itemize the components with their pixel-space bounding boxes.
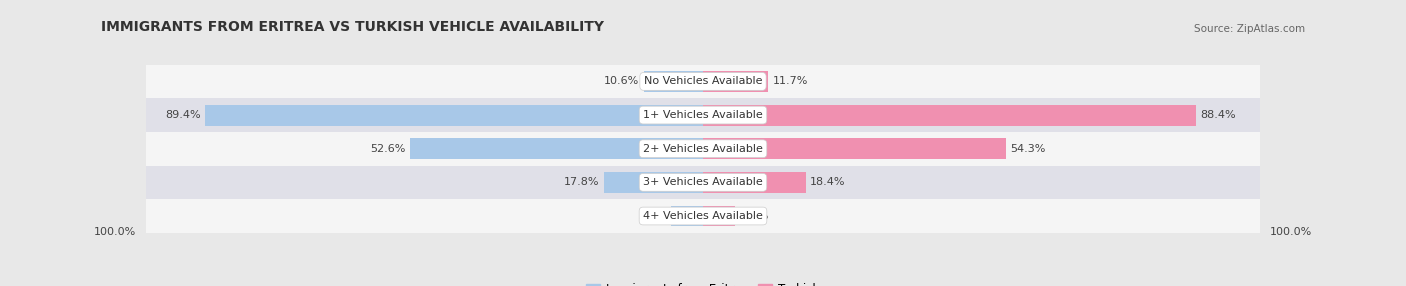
- Text: 11.7%: 11.7%: [773, 76, 808, 86]
- Text: No Vehicles Available: No Vehicles Available: [644, 76, 762, 86]
- Bar: [703, 105, 1195, 126]
- Text: 3+ Vehicles Available: 3+ Vehicles Available: [643, 177, 763, 187]
- Text: 89.4%: 89.4%: [165, 110, 201, 120]
- Bar: [703, 138, 1005, 159]
- Text: 10.6%: 10.6%: [605, 76, 640, 86]
- Bar: [146, 132, 1260, 166]
- Text: 88.4%: 88.4%: [1199, 110, 1236, 120]
- Bar: [205, 105, 703, 126]
- Bar: [703, 71, 768, 92]
- Bar: [146, 98, 1260, 132]
- Text: 1+ Vehicles Available: 1+ Vehicles Available: [643, 110, 763, 120]
- Bar: [146, 199, 1260, 233]
- Text: IMMIGRANTS FROM ERITREA VS TURKISH VEHICLE AVAILABILITY: IMMIGRANTS FROM ERITREA VS TURKISH VEHIC…: [101, 20, 605, 34]
- Text: 52.6%: 52.6%: [370, 144, 405, 154]
- Text: 54.3%: 54.3%: [1010, 144, 1046, 154]
- Bar: [644, 71, 703, 92]
- Text: 4+ Vehicles Available: 4+ Vehicles Available: [643, 211, 763, 221]
- Bar: [411, 138, 703, 159]
- Bar: [146, 65, 1260, 98]
- Text: 18.4%: 18.4%: [810, 177, 845, 187]
- Bar: [603, 172, 703, 193]
- Text: 17.8%: 17.8%: [564, 177, 599, 187]
- Legend: Immigrants from Eritrea, Turkish: Immigrants from Eritrea, Turkish: [586, 283, 820, 286]
- Bar: [671, 206, 703, 227]
- Text: 5.8%: 5.8%: [740, 211, 768, 221]
- Text: 100.0%: 100.0%: [94, 227, 136, 237]
- Text: 2+ Vehicles Available: 2+ Vehicles Available: [643, 144, 763, 154]
- Bar: [703, 206, 735, 227]
- Text: 5.8%: 5.8%: [638, 211, 666, 221]
- Bar: [146, 166, 1260, 199]
- Bar: [703, 172, 806, 193]
- Text: 100.0%: 100.0%: [1270, 227, 1312, 237]
- Text: Source: ZipAtlas.com: Source: ZipAtlas.com: [1194, 24, 1305, 34]
